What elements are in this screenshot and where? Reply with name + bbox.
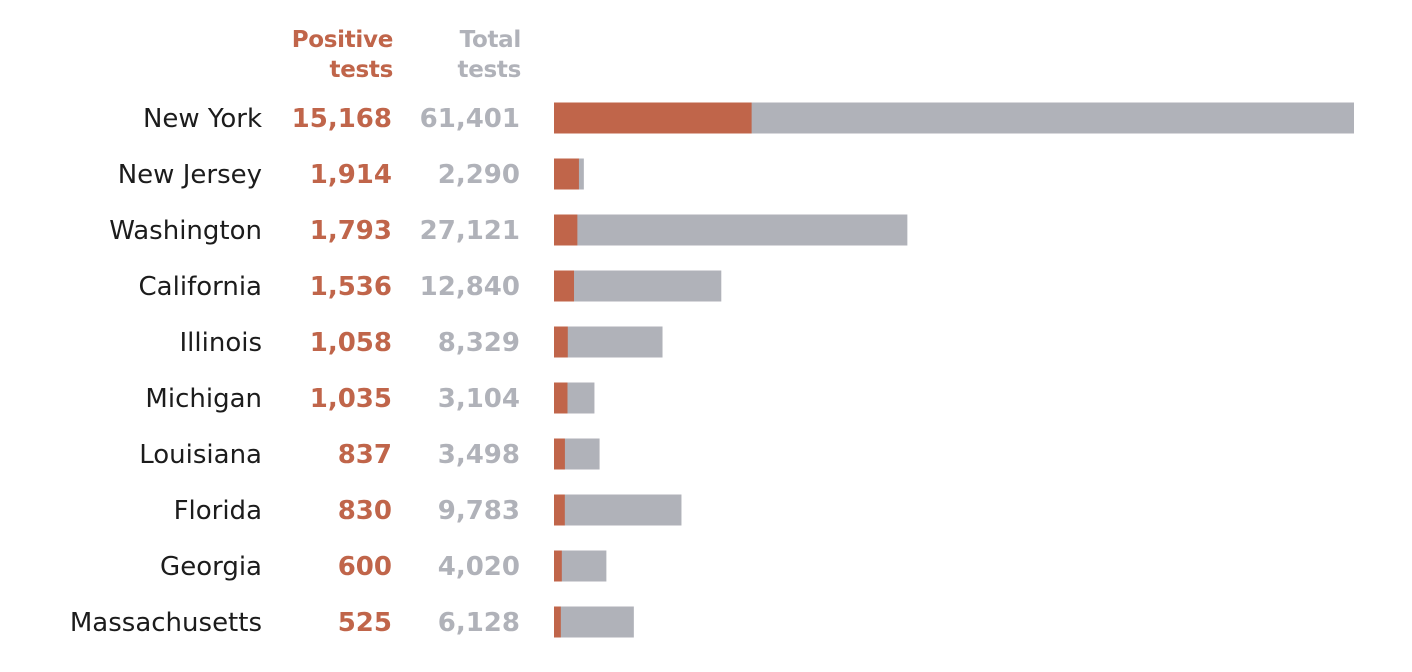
total-tests-header-line2: tests bbox=[457, 57, 522, 83]
state-label: California bbox=[139, 272, 262, 302]
total-tests-header-line1: Total bbox=[459, 27, 522, 53]
state-label: Louisiana bbox=[139, 440, 262, 470]
positive-value-label: 1,035 bbox=[310, 384, 392, 414]
positive-tests-bar bbox=[554, 102, 752, 134]
total-value-label: 8,329 bbox=[438, 328, 520, 358]
total-value-label: 61,401 bbox=[420, 104, 520, 134]
total-value-label: 3,104 bbox=[438, 384, 520, 414]
chart-row: California 1,536 12,840 bbox=[139, 270, 722, 302]
state-label: Illinois bbox=[180, 328, 263, 358]
positive-value-label: 15,168 bbox=[292, 104, 392, 134]
state-label: Georgia bbox=[160, 552, 262, 582]
state-label: Michigan bbox=[145, 384, 262, 414]
total-tests-bar bbox=[554, 494, 682, 526]
state-label: Florida bbox=[174, 496, 262, 526]
total-value-label: 12,840 bbox=[420, 272, 520, 302]
positive-tests-header: Positive tests bbox=[173, 25, 394, 85]
chart-row: Washington 1,793 27,121 bbox=[109, 214, 908, 246]
chart-row: Louisiana 837 3,498 bbox=[139, 438, 600, 470]
positive-value-label: 1,793 bbox=[310, 216, 392, 246]
positive-value-label: 1,914 bbox=[310, 160, 392, 190]
total-value-label: 6,128 bbox=[438, 608, 520, 638]
chart-row: New Jersey 1,914 2,290 bbox=[118, 158, 584, 190]
positive-value-label: 600 bbox=[338, 552, 392, 582]
positive-value-label: 1,058 bbox=[310, 328, 392, 358]
chart-row: Illinois 1,058 8,329 bbox=[180, 326, 663, 358]
total-tests-bar bbox=[554, 214, 908, 246]
positive-value-label: 1,536 bbox=[310, 272, 392, 302]
positive-value-label: 525 bbox=[338, 608, 392, 638]
positive-tests-bar bbox=[554, 382, 568, 414]
positive-value-label: 830 bbox=[338, 496, 392, 526]
total-value-label: 9,783 bbox=[438, 496, 520, 526]
total-tests-bar bbox=[554, 270, 722, 302]
total-tests-header: Total tests bbox=[301, 25, 522, 85]
total-tests-bar bbox=[554, 550, 607, 582]
state-label: Washington bbox=[109, 216, 262, 246]
total-value-label: 2,290 bbox=[438, 160, 520, 190]
chart-row: New York 15,168 61,401 bbox=[143, 102, 1354, 134]
positive-tests-bar bbox=[554, 214, 578, 246]
positive-tests-bar bbox=[554, 270, 575, 302]
positive-value-label: 837 bbox=[338, 440, 392, 470]
positive-tests-header-line1: Positive bbox=[291, 27, 394, 53]
positive-tests-bar bbox=[554, 158, 579, 190]
positive-tests-bar bbox=[554, 438, 565, 470]
state-label: New Jersey bbox=[118, 160, 262, 190]
total-tests-bar bbox=[554, 326, 663, 358]
total-value-label: 27,121 bbox=[420, 216, 520, 246]
positive-tests-bar bbox=[554, 550, 562, 582]
chart-row: Michigan 1,035 3,104 bbox=[145, 382, 595, 414]
total-value-label: 4,020 bbox=[438, 552, 520, 582]
total-value-label: 3,498 bbox=[438, 440, 520, 470]
positive-tests-header-line2: tests bbox=[329, 57, 394, 83]
chart-row: Massachusetts 525 6,128 bbox=[70, 606, 634, 638]
positive-tests-bar bbox=[554, 494, 565, 526]
chart-row: Georgia 600 4,020 bbox=[160, 550, 607, 582]
state-label: Massachusetts bbox=[70, 608, 262, 638]
chart-row: Florida 830 9,783 bbox=[174, 494, 682, 526]
total-tests-bar bbox=[554, 606, 634, 638]
positive-tests-bar bbox=[554, 326, 568, 358]
state-label: New York bbox=[143, 104, 262, 134]
positive-tests-bar bbox=[554, 606, 561, 638]
